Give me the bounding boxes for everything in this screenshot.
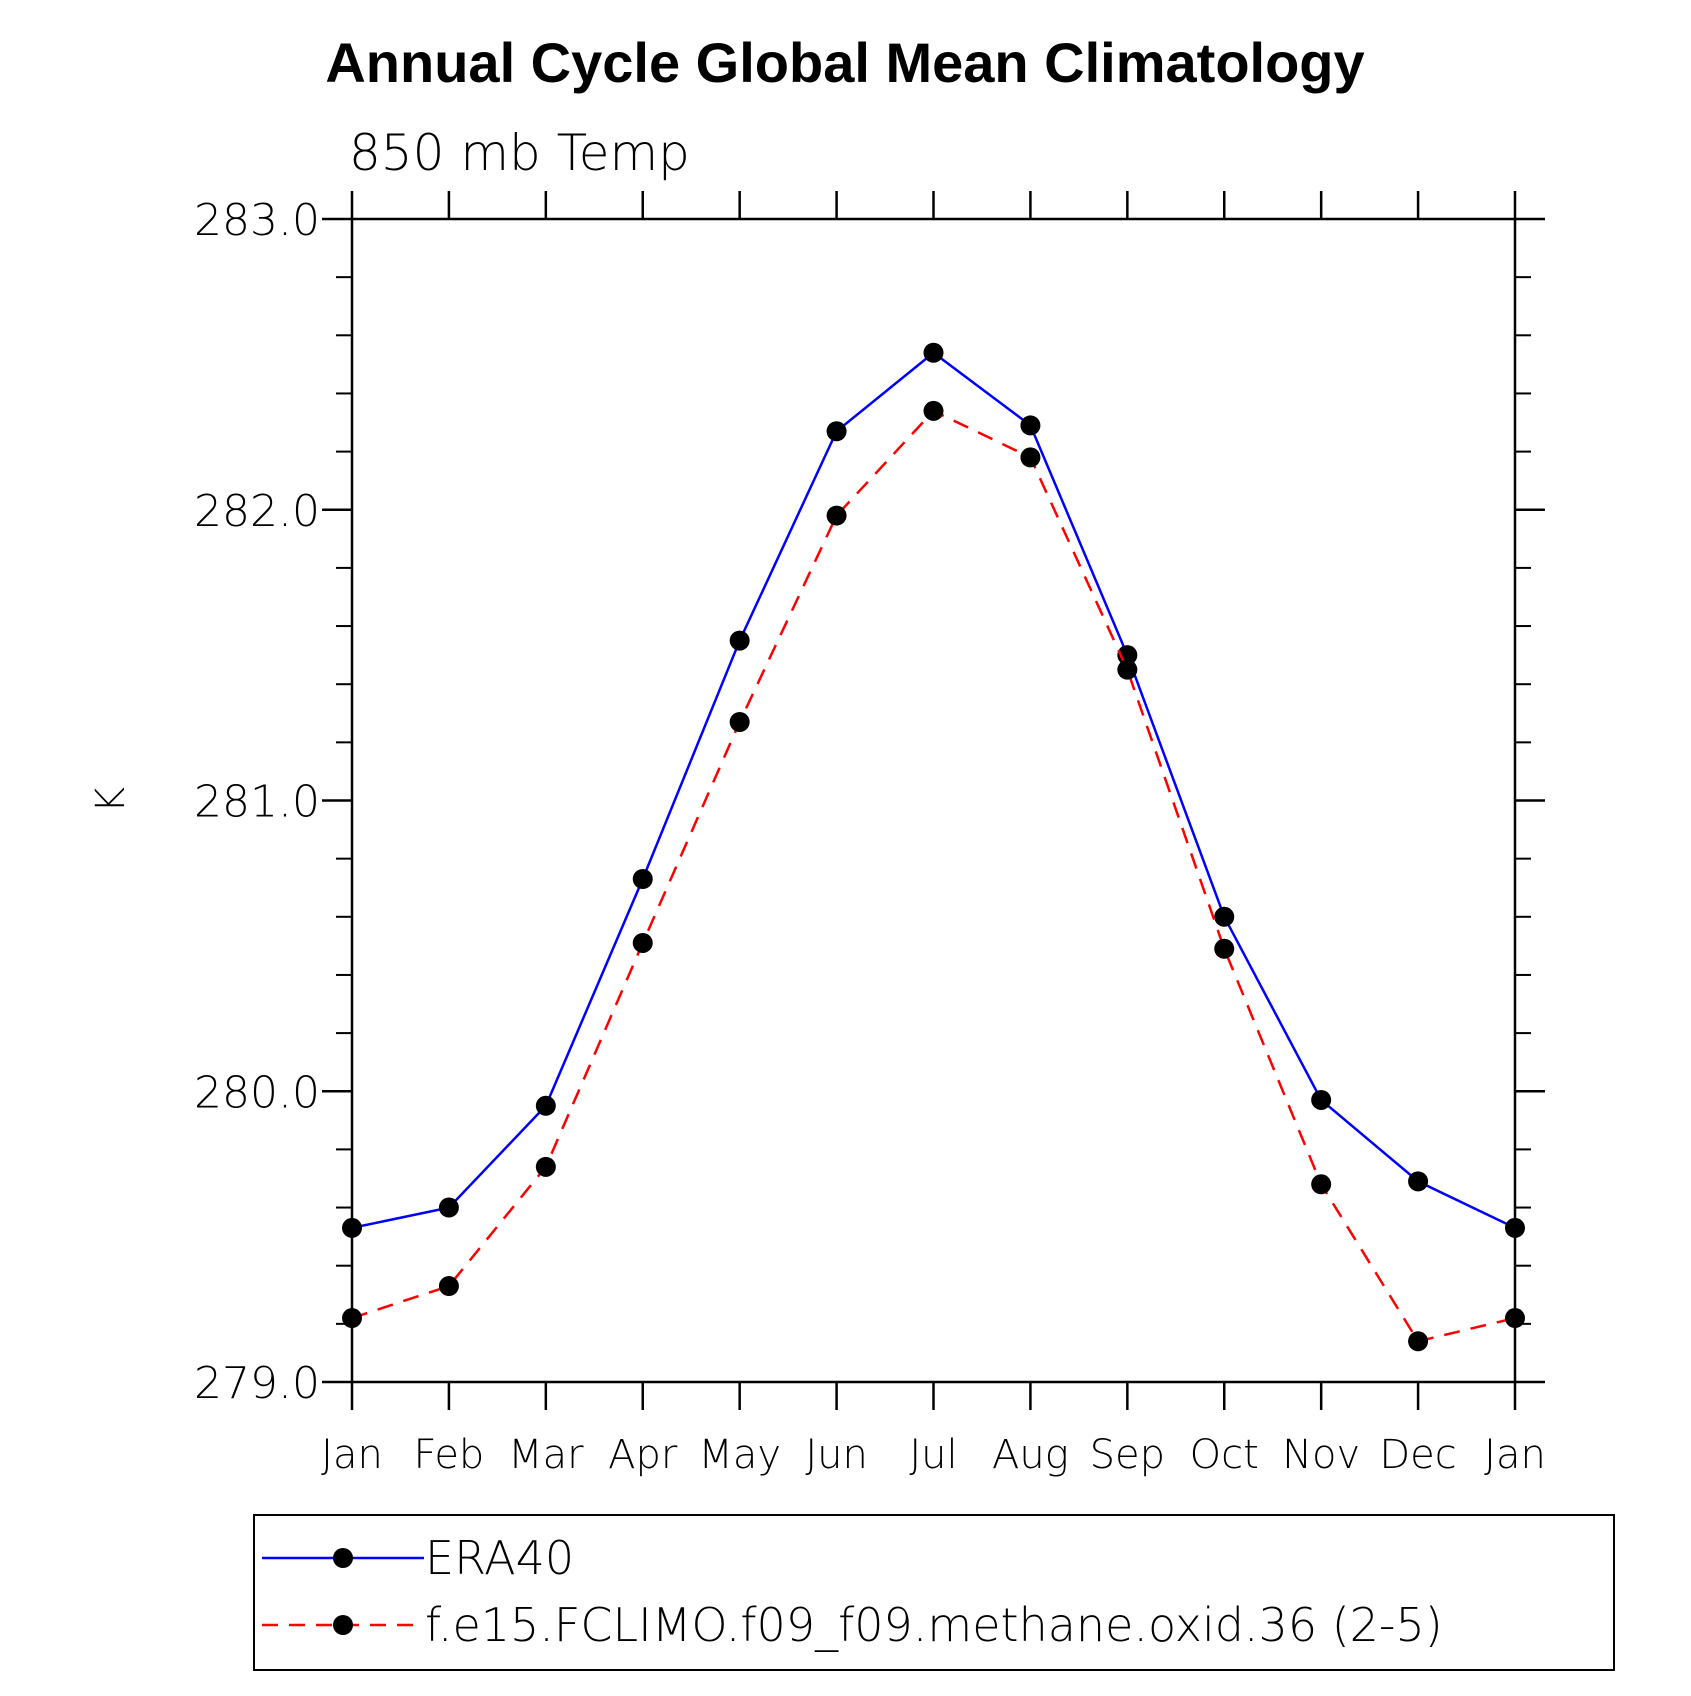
series-1-point <box>1408 1171 1429 1192</box>
legend-label-2: f.e15.FCLIMO.f09_f09.methane.oxid.36 (2-… <box>425 1598 1443 1652</box>
x-tick-label: Sep <box>1090 1432 1165 1478</box>
series-1-point <box>1020 415 1041 436</box>
series-2-point <box>1214 938 1235 959</box>
series-1-point <box>826 421 847 442</box>
series-1-point <box>729 630 750 651</box>
series-2-point <box>632 932 653 953</box>
chart-title: Annual Cycle Global Mean Climatology <box>325 31 1364 94</box>
series-1-point <box>632 869 653 890</box>
axes-layer: Jan Feb Mar Apr May Jun Jul Aug Sep Oct Nov Dec Jan2… <box>194 191 1546 1478</box>
series-1-point <box>342 1217 362 1238</box>
series-2-point <box>1408 1331 1429 1352</box>
series-layer <box>342 342 1525 1352</box>
x-tick-label: Jan <box>1484 1432 1546 1478</box>
legend-label-1: ERA40 <box>425 1531 574 1585</box>
y-tick-label: 280.0 <box>194 1067 320 1118</box>
series-1-point <box>923 342 944 363</box>
series-2-point <box>1117 659 1138 680</box>
legend-box <box>253 1514 1615 1671</box>
chart-subtitle: 850 mb Temp <box>349 124 690 182</box>
x-tick-label: Dec <box>1379 1432 1456 1478</box>
x-tick-label: Jun <box>805 1432 868 1478</box>
x-tick-label: Oct <box>1190 1432 1259 1478</box>
series-2-point <box>535 1156 556 1177</box>
x-tick-label: Aug <box>992 1432 1069 1478</box>
series-1-point <box>438 1197 459 1218</box>
series-1-point <box>1214 906 1235 927</box>
legend-marker-2 <box>333 1615 353 1635</box>
series-line-2 <box>351 409 1516 1343</box>
y-axis-label: K <box>88 787 134 813</box>
series-1-point <box>1311 1089 1332 1110</box>
legend: ERA40 f.e15.FCLIMO.f09_f09.methane.oxid.3… <box>253 1514 1615 1671</box>
series-2-point <box>1311 1174 1332 1195</box>
x-tick-label: May <box>698 1432 781 1478</box>
y-tick-label: 282.0 <box>194 486 320 537</box>
series-2-point <box>342 1308 362 1329</box>
legend-marker-1 <box>333 1548 353 1568</box>
y-tick-label: 279.0 <box>194 1358 320 1409</box>
series-line-1 <box>351 351 1516 1230</box>
series-1-point <box>1505 1217 1525 1238</box>
series-2-point <box>826 505 847 526</box>
series-2-point <box>1020 447 1041 468</box>
series-2-point <box>1505 1308 1525 1329</box>
x-tick-label: Nov <box>1282 1432 1360 1478</box>
x-tick-label: Apr <box>608 1432 678 1478</box>
plot-frame <box>350 217 1517 1384</box>
y-tick-label: 281.0 <box>194 777 320 828</box>
x-tick-label: Jul <box>909 1432 957 1478</box>
series-2-point <box>438 1276 459 1297</box>
x-tick-label: Mar <box>508 1432 584 1478</box>
x-tick-label: Feb <box>414 1432 485 1478</box>
y-tick-label: 283.0 <box>194 195 320 246</box>
x-tick-label: Jan <box>321 1432 383 1478</box>
series-2-point <box>923 400 944 421</box>
series-2-point <box>729 711 750 732</box>
series-1-point <box>535 1095 556 1116</box>
